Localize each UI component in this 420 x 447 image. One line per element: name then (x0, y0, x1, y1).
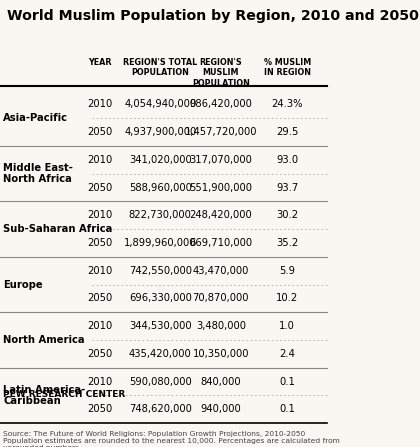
Text: Middle East-
North Africa: Middle East- North Africa (3, 163, 73, 185)
Text: 0.1: 0.1 (279, 405, 295, 414)
Text: 2010: 2010 (87, 321, 113, 331)
Text: World Muslim Population by Region, 2010 and 2050: World Muslim Population by Region, 2010 … (7, 9, 418, 23)
Text: 2010: 2010 (87, 266, 113, 276)
Text: 748,620,000: 748,620,000 (129, 405, 192, 414)
Text: 93.7: 93.7 (276, 182, 298, 193)
Text: 1.0: 1.0 (279, 321, 295, 331)
Text: YEAR: YEAR (88, 58, 112, 67)
Text: 2010: 2010 (87, 155, 113, 165)
Text: 4,054,940,000: 4,054,940,000 (124, 99, 196, 110)
Text: 317,070,000: 317,070,000 (189, 155, 252, 165)
Text: 24.3%: 24.3% (271, 99, 303, 110)
Text: 93.0: 93.0 (276, 155, 298, 165)
Text: PEW RESEARCH CENTER: PEW RESEARCH CENTER (3, 390, 126, 399)
Text: 2010: 2010 (87, 99, 113, 110)
Text: 3,480,000: 3,480,000 (196, 321, 246, 331)
Text: 669,710,000: 669,710,000 (189, 238, 252, 248)
Text: 2050: 2050 (87, 238, 113, 248)
Text: 341,020,000: 341,020,000 (129, 155, 192, 165)
Text: 35.2: 35.2 (276, 238, 298, 248)
Text: 248,420,000: 248,420,000 (189, 210, 252, 220)
Text: 588,960,000: 588,960,000 (129, 182, 192, 193)
Text: 590,080,000: 590,080,000 (129, 377, 192, 387)
Text: 4,937,900,000: 4,937,900,000 (124, 127, 197, 137)
Text: 2010: 2010 (87, 210, 113, 220)
Text: 435,420,000: 435,420,000 (129, 349, 192, 359)
Text: 29.5: 29.5 (276, 127, 298, 137)
Text: 742,550,000: 742,550,000 (129, 266, 192, 276)
Text: 2050: 2050 (87, 182, 113, 193)
Text: 344,530,000: 344,530,000 (129, 321, 192, 331)
Text: 2050: 2050 (87, 349, 113, 359)
Text: 30.2: 30.2 (276, 210, 298, 220)
Text: 2050: 2050 (87, 127, 113, 137)
Text: 1,457,720,000: 1,457,720,000 (184, 127, 257, 137)
Text: Europe: Europe (3, 279, 43, 290)
Text: % MUSLIM
IN REGION: % MUSLIM IN REGION (264, 58, 311, 77)
Text: Asia-Pacific: Asia-Pacific (3, 113, 68, 123)
Text: 940,000: 940,000 (200, 405, 241, 414)
Text: 5.9: 5.9 (279, 266, 295, 276)
Text: 1,899,960,000: 1,899,960,000 (124, 238, 197, 248)
Text: 43,470,000: 43,470,000 (193, 266, 249, 276)
Text: 0.1: 0.1 (279, 377, 295, 387)
Text: 840,000: 840,000 (200, 377, 241, 387)
Text: 696,330,000: 696,330,000 (129, 293, 192, 304)
Text: 2050: 2050 (87, 405, 113, 414)
Text: 10,350,000: 10,350,000 (192, 349, 249, 359)
Text: 551,900,000: 551,900,000 (189, 182, 252, 193)
Text: 10.2: 10.2 (276, 293, 298, 304)
Text: 2.4: 2.4 (279, 349, 295, 359)
Text: North America: North America (3, 335, 85, 345)
Text: 822,730,000: 822,730,000 (129, 210, 192, 220)
Text: Source: The Future of World Religions: Population Growth Projections, 2010-2050
: Source: The Future of World Religions: P… (3, 430, 340, 447)
Text: 2050: 2050 (87, 293, 113, 304)
Text: 70,870,000: 70,870,000 (192, 293, 249, 304)
Text: REGION'S TOTAL
POPULATION: REGION'S TOTAL POPULATION (123, 58, 197, 77)
Text: 2010: 2010 (87, 377, 113, 387)
Text: REGION'S
MUSLIM
POPULATION: REGION'S MUSLIM POPULATION (192, 58, 250, 88)
Text: Sub-Saharan Africa: Sub-Saharan Africa (3, 224, 113, 234)
Text: Latin America-
Caribbean: Latin America- Caribbean (3, 385, 86, 406)
Text: 986,420,000: 986,420,000 (189, 99, 252, 110)
